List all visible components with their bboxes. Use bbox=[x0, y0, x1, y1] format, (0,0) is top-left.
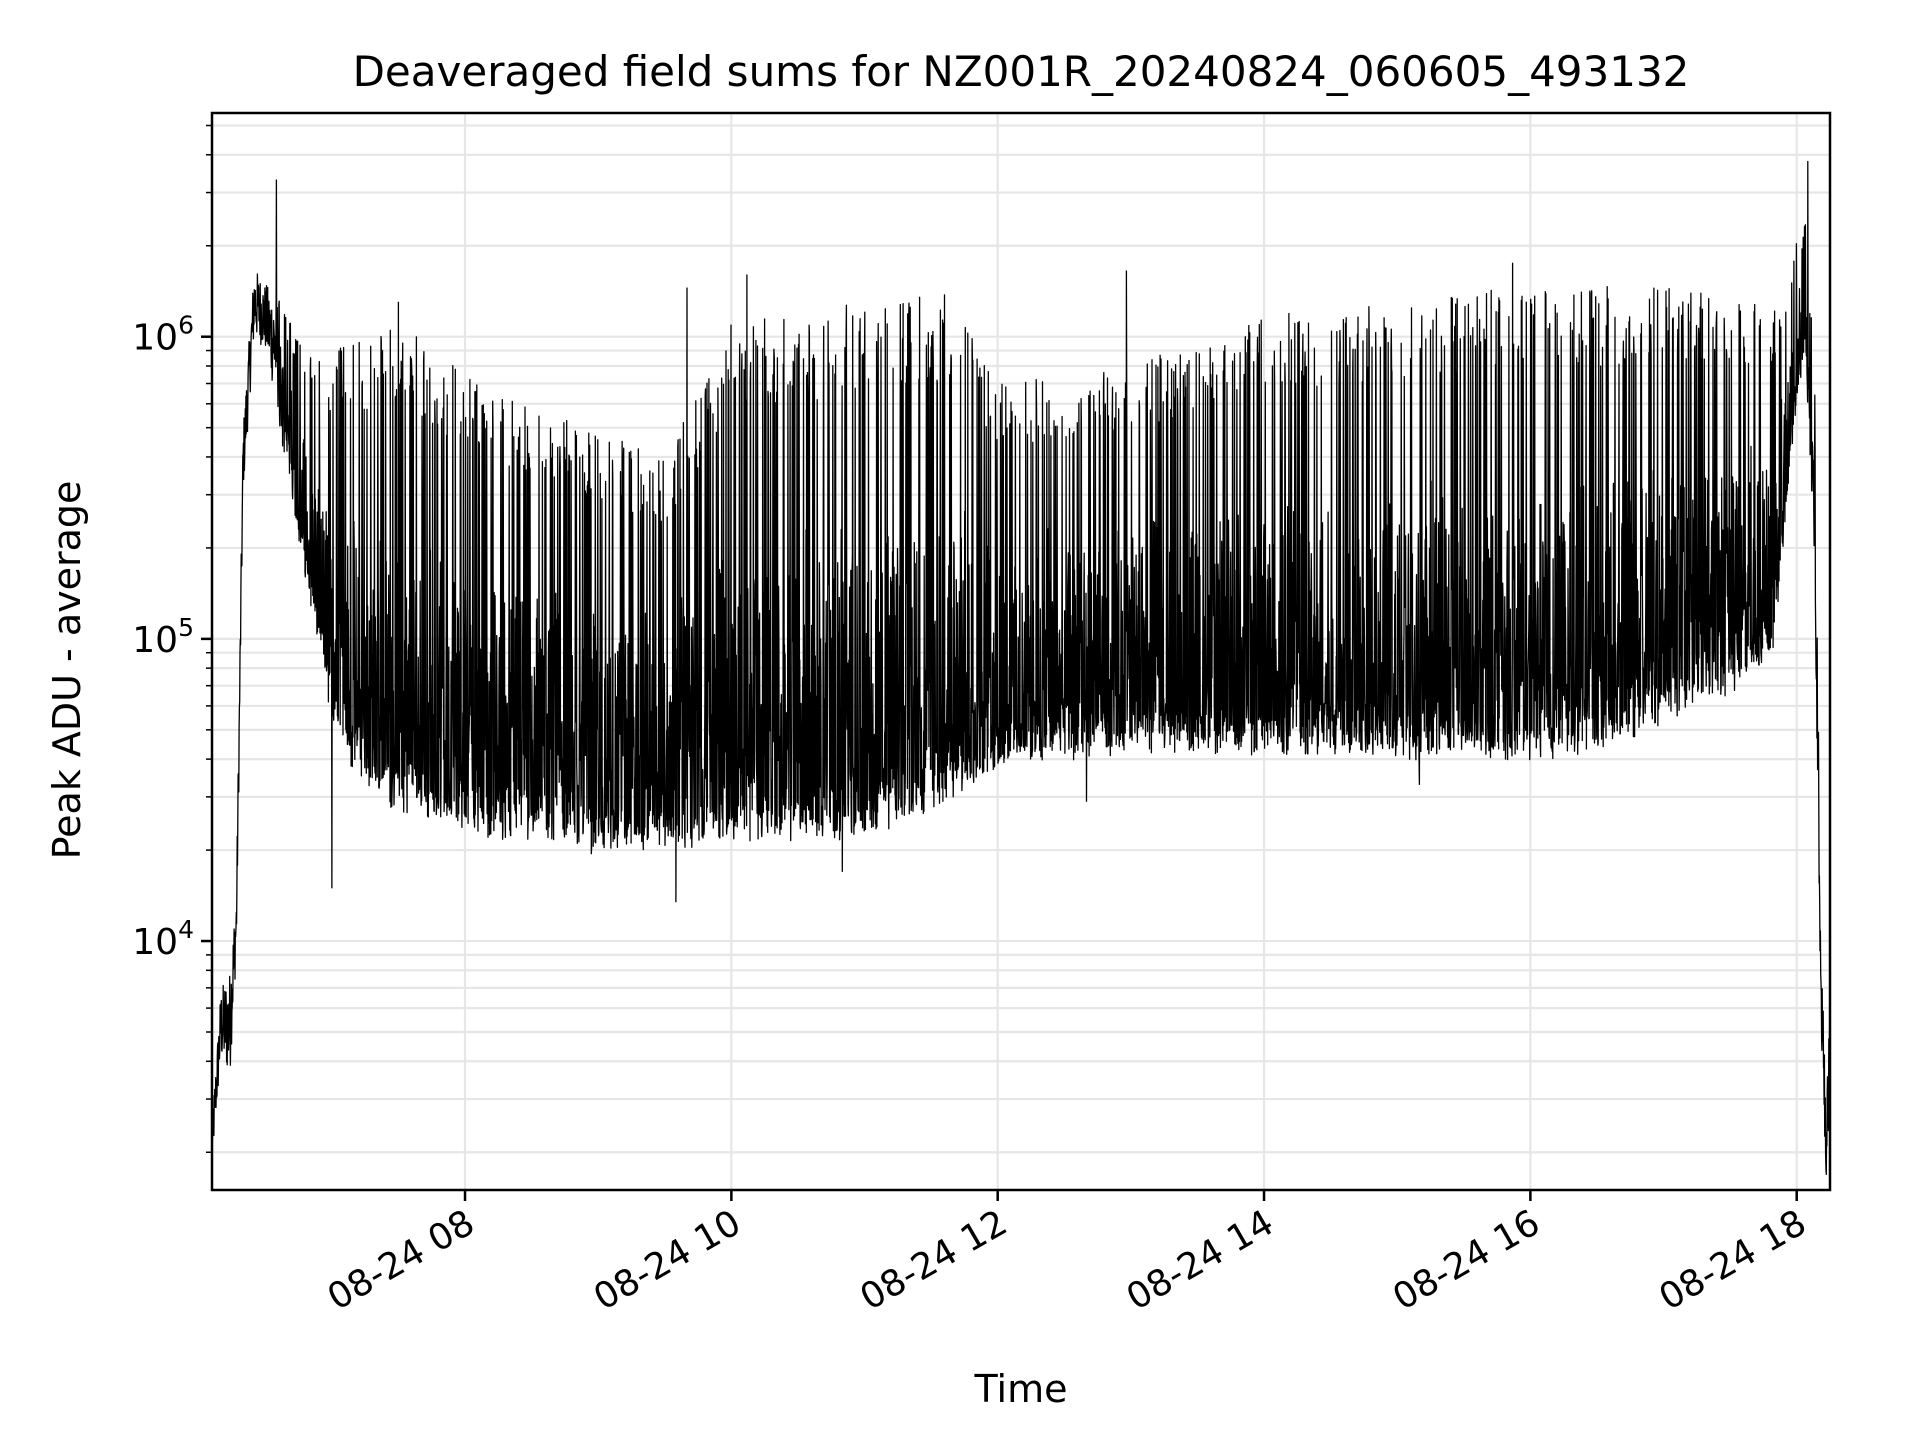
y-axis-label: Peak ADU - average bbox=[45, 481, 89, 860]
x-axis-label: Time bbox=[974, 1367, 1068, 1411]
series-line bbox=[211, 160, 1831, 1176]
y-tick-label-exponent: 5 bbox=[178, 613, 194, 642]
y-tick-label-base: 10 bbox=[132, 318, 178, 359]
series-layer bbox=[211, 160, 1831, 1176]
y-tick-label: 104 bbox=[132, 915, 194, 963]
y-tick-label-exponent: 4 bbox=[178, 915, 194, 944]
y-tick-label: 106 bbox=[132, 311, 194, 359]
y-tick-label-exponent: 6 bbox=[178, 311, 194, 340]
y-tick-label: 105 bbox=[132, 613, 194, 661]
y-tick-label-base: 10 bbox=[132, 922, 178, 963]
chart-title: Deaveraged field sums for NZ001R_2024082… bbox=[353, 47, 1690, 96]
y-tick-label-base: 10 bbox=[132, 620, 178, 661]
grid bbox=[212, 113, 1830, 1190]
plot-frame bbox=[210, 111, 1832, 1192]
